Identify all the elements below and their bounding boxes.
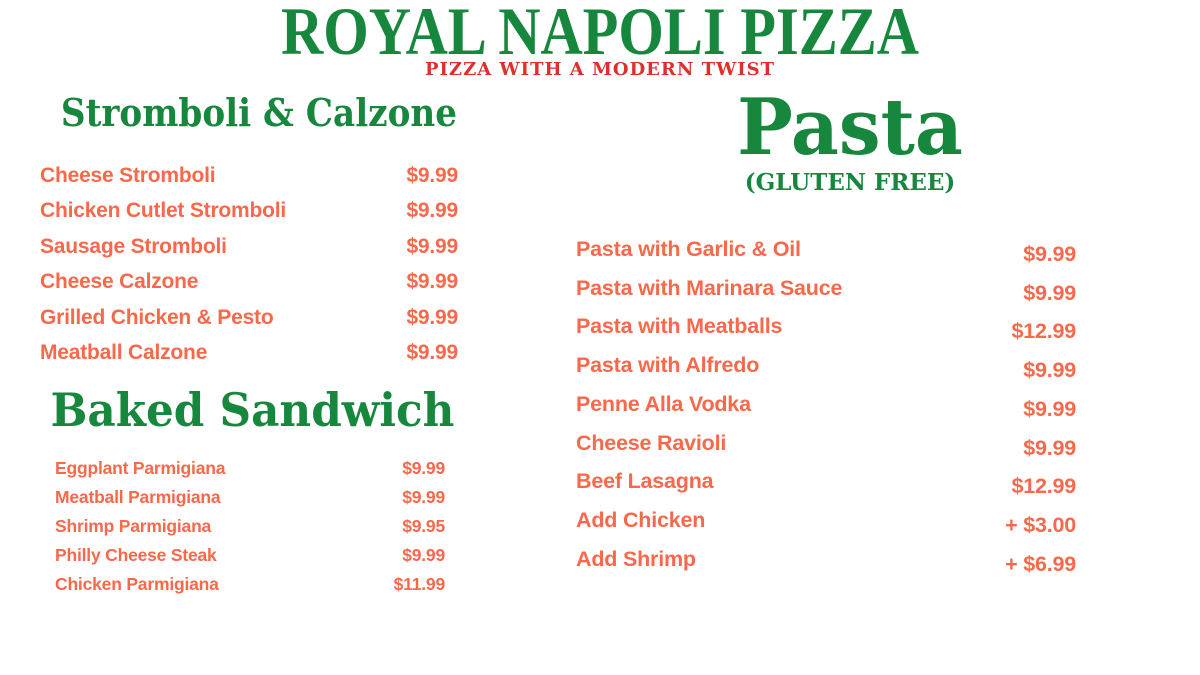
item-name: Meatball Parmigiana bbox=[55, 487, 221, 507]
menu-item-row: Grilled Chicken & Pesto $9.99 bbox=[40, 300, 458, 336]
item-name: Pasta with Marinara Sauce bbox=[576, 275, 843, 300]
section-title-stromboli-calzone: Stromboli & Calzone bbox=[60, 90, 458, 135]
item-name: Pasta with Meatballs bbox=[576, 314, 783, 339]
menu-item-row: Chicken Parmigiana $11.99 bbox=[55, 570, 445, 599]
item-name: Pasta with Garlic & Oil bbox=[576, 236, 801, 261]
item-name: Add Shrimp bbox=[576, 546, 696, 571]
menu-item-row: Add Chicken + $3.00 bbox=[576, 501, 1076, 540]
item-price: $9.99 bbox=[1023, 280, 1076, 305]
item-price: $9.99 bbox=[1023, 396, 1076, 421]
item-price: $9.99 bbox=[406, 163, 458, 187]
item-name: Cheese Ravioli bbox=[576, 430, 727, 455]
menu-item-row: Beef Lasagna $12.99 bbox=[576, 463, 1076, 502]
item-price: $9.99 bbox=[406, 234, 458, 258]
menu-item-row: Penne Alla Vodka $9.99 bbox=[576, 385, 1076, 424]
menu-item-row: Philly Cheese Steak $9.99 bbox=[55, 541, 445, 570]
section-stromboli-calzone-list: Cheese Stromboli $9.99 Chicken Cutlet St… bbox=[40, 158, 458, 371]
item-price: $9.99 bbox=[406, 199, 458, 223]
item-name: Meatball Calzone bbox=[40, 341, 208, 365]
section-subtitle-gluten-free: (GLUTEN FREE) bbox=[744, 169, 956, 196]
item-price: + $6.99 bbox=[1005, 551, 1076, 576]
item-price: $9.99 bbox=[1023, 435, 1076, 460]
menu-item-row: Cheese Calzone $9.99 bbox=[40, 265, 458, 301]
item-name: Philly Cheese Steak bbox=[55, 545, 217, 565]
menu-item-row: Cheese Ravioli $9.99 bbox=[576, 424, 1076, 463]
item-name: Shrimp Parmigiana bbox=[55, 516, 212, 536]
menu-item-row: Pasta with Meatballs $12.99 bbox=[576, 308, 1076, 347]
item-name: Chicken Parmigiana bbox=[55, 574, 219, 594]
menu-item-row: Pasta with Alfredo $9.99 bbox=[576, 346, 1076, 385]
item-name: Beef Lasagna bbox=[576, 469, 714, 494]
restaurant-tagline: PIZZA WITH A MODERN TWIST bbox=[424, 59, 776, 80]
menu-item-row: Meatball Calzone $9.99 bbox=[40, 336, 458, 372]
item-price: $9.95 bbox=[402, 516, 445, 536]
menu-item-row: Cheese Stromboli $9.99 bbox=[40, 158, 458, 194]
section-pasta-list: Pasta with Garlic & Oil $9.99 Pasta with… bbox=[576, 230, 1076, 579]
item-price: $9.99 bbox=[406, 270, 458, 294]
item-name: Cheese Stromboli bbox=[40, 163, 216, 187]
menu-item-row: Eggplant Parmigiana $9.99 bbox=[55, 454, 445, 483]
item-name: Eggplant Parmigiana bbox=[55, 458, 226, 478]
section-baked-sandwich-list: Eggplant Parmigiana $9.99 Meatball Parmi… bbox=[55, 454, 445, 599]
item-price: $9.99 bbox=[402, 487, 445, 507]
menu-item-row: Pasta with Garlic & Oil $9.99 bbox=[576, 230, 1076, 269]
item-price: $9.99 bbox=[406, 305, 458, 329]
item-name: Chicken Cutlet Stromboli bbox=[40, 199, 287, 223]
menu-item-row: Sausage Stromboli $9.99 bbox=[40, 229, 458, 265]
item-name: Sausage Stromboli bbox=[40, 234, 227, 258]
item-price: $11.99 bbox=[393, 574, 446, 594]
menu-item-row: Shrimp Parmigiana $9.95 bbox=[55, 512, 445, 541]
menu-item-row: Add Shrimp + $6.99 bbox=[576, 540, 1076, 579]
section-title-pasta: Pasta bbox=[737, 82, 963, 173]
item-name: Pasta with Alfredo bbox=[576, 353, 760, 378]
item-price: $9.99 bbox=[402, 545, 445, 565]
restaurant-name: ROYAL NAPOLI PIZZA bbox=[280, 0, 919, 69]
item-price: $9.99 bbox=[1023, 241, 1076, 266]
item-name: Penne Alla Vodka bbox=[576, 391, 751, 416]
menu-item-row: Pasta with Marinara Sauce $9.99 bbox=[576, 269, 1076, 308]
item-price: $12.99 bbox=[1011, 474, 1076, 499]
item-price: $9.99 bbox=[1023, 358, 1076, 383]
item-name: Grilled Chicken & Pesto bbox=[40, 305, 274, 329]
item-price: $12.99 bbox=[1011, 319, 1076, 344]
item-price: $9.99 bbox=[402, 458, 445, 478]
menu-item-row: Meatball Parmigiana $9.99 bbox=[55, 483, 445, 512]
item-price: + $3.00 bbox=[1005, 513, 1076, 538]
item-price: $9.99 bbox=[406, 341, 458, 365]
item-name: Cheese Calzone bbox=[40, 270, 199, 294]
section-title-baked-sandwich: Baked Sandwich bbox=[50, 383, 455, 437]
item-name: Add Chicken bbox=[576, 508, 706, 533]
menu-item-row: Chicken Cutlet Stromboli $9.99 bbox=[40, 194, 458, 230]
